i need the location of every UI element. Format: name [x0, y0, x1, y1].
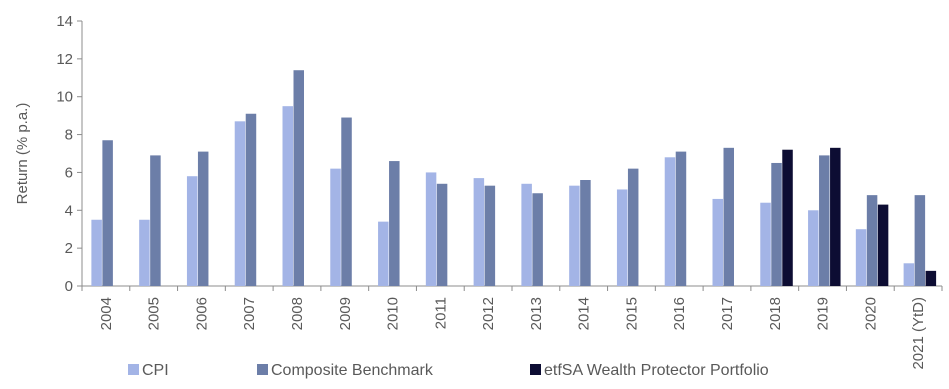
x-tick-label: 2012 [480, 297, 497, 330]
bar-cpi-2012 [473, 178, 485, 286]
bar-cpi-2010 [378, 221, 389, 286]
bar-composite-benchmark-2012 [484, 185, 496, 286]
bar-composite-benchmark-2014 [580, 180, 591, 286]
x-tick-label: 2014 [576, 297, 593, 330]
bar-cpi-2013 [521, 183, 532, 286]
bar-cpi-2011 [425, 172, 437, 286]
legend-swatch-composite-benchmark [257, 364, 268, 375]
legend-swatch-etfsa-wealth-protector-portfolio [530, 364, 541, 375]
x-tick-label: 2017 [719, 297, 736, 330]
bar-cpi-2019 [808, 210, 819, 286]
x-tick-label: 2019 [815, 297, 832, 330]
x-tick-label: 2008 [289, 297, 306, 330]
legend-swatch-cpi [128, 364, 139, 375]
bar-cpi-2006 [186, 176, 198, 286]
legend-label-cpi: CPI [142, 362, 169, 379]
bar-etfsa-wealth-protector-portfolio-2018 [782, 149, 793, 286]
bar-etfsa-wealth-protector-portfolio-2021-ytd- [925, 270, 937, 286]
x-tick-label: 2004 [98, 297, 115, 330]
bar-composite-benchmark-2005 [150, 155, 161, 286]
x-tick-label: 2006 [193, 297, 210, 330]
bar-composite-benchmark-2016 [675, 151, 687, 286]
x-tick-label: 2009 [337, 297, 354, 330]
bar-etfsa-wealth-protector-portfolio-2019 [830, 147, 841, 286]
y-tick-label: 0 [65, 278, 73, 295]
bar-cpi-2016 [664, 157, 676, 286]
bar-cpi-2008 [282, 106, 293, 286]
bar-composite-benchmark-2018 [771, 162, 782, 286]
bar-composite-benchmark-2010 [389, 161, 400, 286]
bar-composite-benchmark-2004 [102, 140, 113, 286]
x-tick-label: 2015 [623, 297, 640, 330]
x-tick-label: 2018 [767, 297, 784, 330]
bar-cpi-2005 [139, 219, 150, 286]
x-tick-label: 2010 [385, 297, 402, 330]
x-tick-label: 2021 (YtD) [910, 297, 927, 370]
bar-composite-benchmark-2019 [819, 155, 830, 286]
bar-cpi-2004 [91, 219, 102, 286]
bar-cpi-2018 [760, 202, 771, 286]
x-tick-label: 2007 [241, 297, 258, 330]
x-tick-label: 2005 [146, 297, 163, 330]
bar-cpi-2009 [330, 168, 341, 286]
x-tick-label: 2011 [432, 297, 449, 329]
bar-cpi-2017 [712, 198, 723, 286]
x-tick-label: 2020 [862, 297, 879, 330]
bar-composite-benchmark-2006 [197, 151, 209, 286]
legend-label-etfsa-wealth-protector-portfolio: etfSA Wealth Protector Portfolio [544, 362, 769, 379]
y-tick-label: 14 [56, 13, 73, 30]
bar-composite-benchmark-2009 [341, 117, 352, 287]
y-tick-label: 4 [65, 202, 73, 219]
bar-cpi-2020 [855, 229, 867, 286]
y-axis-label: Return (% p.a.) [14, 103, 31, 205]
bar-composite-benchmark-2015 [627, 168, 639, 286]
bar-cpi-2021-ytd- [903, 263, 915, 286]
x-tick-label: 2013 [528, 297, 545, 330]
bar-composite-benchmark-2008 [293, 70, 304, 286]
bar-cpi-2014 [569, 185, 580, 286]
bar-composite-benchmark-2021-ytd- [914, 195, 926, 286]
legend-label-composite-benchmark: Composite Benchmark [271, 362, 434, 379]
bar-composite-benchmark-2017 [723, 147, 734, 286]
bar-cpi-2007 [234, 121, 246, 286]
y-tick-label: 10 [56, 89, 73, 106]
y-tick-label: 2 [65, 240, 73, 257]
bar-etfsa-wealth-protector-portfolio-2020 [877, 204, 889, 286]
x-tick-label: 2016 [671, 297, 688, 330]
y-tick-label: 12 [56, 51, 73, 68]
bar-cpi-2015 [616, 189, 628, 286]
bar-composite-benchmark-2013 [532, 193, 543, 286]
y-tick-label: 8 [65, 127, 73, 144]
bar-composite-benchmark-2011 [436, 183, 448, 286]
bar-composite-benchmark-2007 [245, 113, 257, 286]
y-tick-label: 6 [65, 164, 73, 181]
bar-composite-benchmark-2020 [866, 195, 878, 286]
